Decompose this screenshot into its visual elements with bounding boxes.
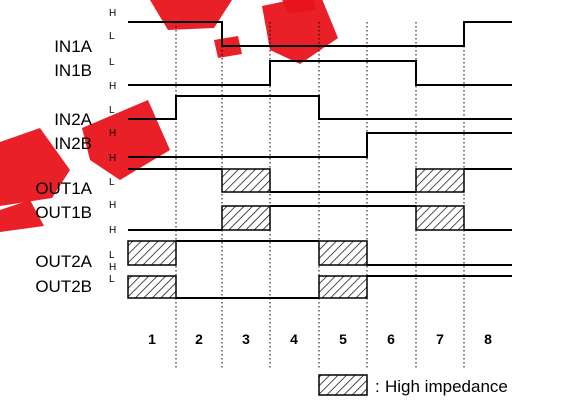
hiz-out1b-period7 <box>415 205 465 231</box>
level-marker-in1a-top: H <box>109 8 116 19</box>
hiz-out2a-period1 <box>127 240 177 266</box>
waveform-in1a <box>128 21 512 47</box>
level-markers: H L L H L H L H L H L H L H L <box>109 8 116 285</box>
signal-label-out1a: OUT1A <box>35 179 92 198</box>
signal-label-out2a: OUT2A <box>35 252 92 271</box>
period-number-4: 4 <box>290 331 298 347</box>
period-number-1: 1 <box>148 331 156 347</box>
period-number-3: 3 <box>242 331 250 347</box>
hiz-out2a-period5 <box>318 240 368 266</box>
level-marker-in2a-top: L <box>109 105 115 116</box>
high-impedance-regions <box>127 168 465 299</box>
signal-label-in1b: IN1B <box>54 61 92 80</box>
level-marker-out1a-bottom: H <box>109 200 116 211</box>
period-numbers: 1 2 3 4 5 6 7 8 <box>148 331 492 347</box>
legend-separator: : <box>375 377 380 396</box>
level-marker-in1a-bottom: L <box>109 31 115 42</box>
level-marker-in1b-top: L <box>109 57 115 68</box>
period-dividers <box>175 22 465 368</box>
hiz-out1a-period7 <box>415 168 465 193</box>
hiz-out2b-period1 <box>127 275 177 299</box>
level-marker-in2a-bottom: H <box>109 128 116 139</box>
signal-label-out1b: OUT1B <box>35 203 92 222</box>
level-marker-in2b-bottom: H <box>109 153 116 164</box>
level-marker-out1b-bottom: H <box>109 225 116 236</box>
period-number-5: 5 <box>339 331 347 347</box>
signal-label-in2b: IN2B <box>54 134 92 153</box>
level-marker-out1a-top: L <box>109 177 115 188</box>
level-marker-out2a-top: L <box>109 250 115 261</box>
waveforms <box>128 21 512 299</box>
period-number-8: 8 <box>484 331 492 347</box>
level-marker-out2a-bottom: H <box>109 262 116 273</box>
level-marker-out2b-top: L <box>109 274 115 285</box>
legend-hatch-swatch <box>318 374 368 396</box>
waveform-in2b <box>128 132 512 158</box>
legend-text: High impedance <box>385 377 508 396</box>
hiz-out1b-period3 <box>221 205 271 231</box>
signal-label-in1a: IN1A <box>54 37 92 56</box>
period-number-7: 7 <box>436 331 444 347</box>
hiz-out2b-period5 <box>318 275 368 299</box>
level-marker-in1b-bottom: H <box>109 81 116 92</box>
signal-label-in2a: IN2A <box>54 110 92 129</box>
period-number-6: 6 <box>387 331 395 347</box>
signal-label-out2b: OUT2B <box>35 277 92 296</box>
legend: : High impedance <box>318 374 508 396</box>
hiz-out1a-period3 <box>221 168 271 193</box>
waveform-in1b <box>128 60 512 86</box>
period-number-2: 2 <box>195 331 203 347</box>
waveform-in2a <box>128 95 512 120</box>
signal-labels: IN1A IN1B IN2A IN2B OUT1A OUT1B OUT2A OU… <box>35 37 92 296</box>
